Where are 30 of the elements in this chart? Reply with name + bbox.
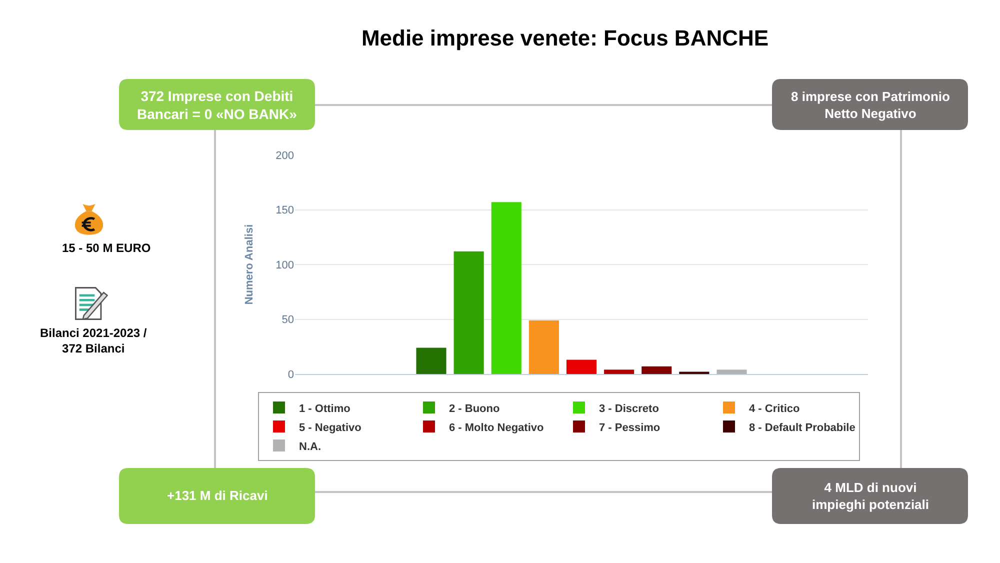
y-tick-label: 200 xyxy=(276,150,294,162)
y-axis-title: Numero Analisi xyxy=(243,224,256,305)
text: 8 imprese con Patrimonio Netto Negativo xyxy=(791,89,950,121)
bar xyxy=(454,251,484,374)
y-tick-label: 0 xyxy=(288,368,294,381)
bar xyxy=(642,366,672,374)
legend-label: 7 - Pessimo xyxy=(599,422,660,434)
legend-label: 5 - Negativo xyxy=(299,422,362,434)
legend-label: 3 - Discreto xyxy=(599,402,660,415)
chart-title: Medie imprese venete: Focus BANCHE xyxy=(361,26,769,51)
text: Bilanci 2021-2023 / 372 Bilanci xyxy=(40,326,148,356)
legend-label: 6 - Molto Negativo xyxy=(449,422,544,434)
bar xyxy=(716,370,747,374)
legend-label: 2 - Buono xyxy=(449,402,500,415)
bar xyxy=(491,202,522,374)
y-tick-label: 100 xyxy=(276,259,294,272)
y-tick-label: 150 xyxy=(276,204,294,217)
legend-label: 1 - Ottimo xyxy=(299,402,351,415)
bar xyxy=(416,348,446,374)
legend-label: N.A. xyxy=(299,440,321,453)
bar xyxy=(566,360,597,374)
y-tick-label: 50 xyxy=(282,314,294,326)
legend-label: 4 - Critico xyxy=(749,402,800,415)
text: +131 M di Ricavi xyxy=(167,488,268,503)
text: 4 MLD di nuovi impieghi potenziali xyxy=(812,480,930,512)
legend-label: 8 - Default Probabile xyxy=(749,422,856,434)
text: 15 - 50 M EURO xyxy=(62,241,151,255)
text: 372 Imprese con Debiti Bancari = 0 «NO BANK» xyxy=(137,88,298,122)
bar xyxy=(604,370,634,374)
bar xyxy=(528,320,559,374)
